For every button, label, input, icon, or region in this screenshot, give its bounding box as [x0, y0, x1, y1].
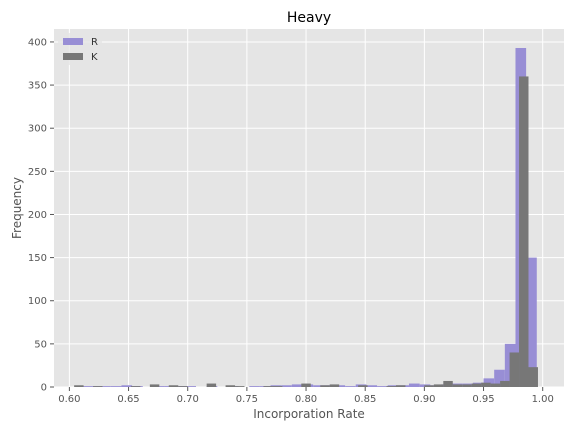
bar-k — [452, 384, 463, 387]
bar-k — [386, 386, 396, 387]
bar-k — [395, 385, 406, 387]
legend: R K — [58, 33, 102, 65]
y-tick-label: 300 — [28, 124, 47, 135]
x-tick-label: 0.60 — [58, 394, 80, 405]
y-tick-label: 400 — [28, 37, 47, 48]
bar-k — [320, 385, 330, 387]
y-tick-label: 250 — [28, 167, 47, 178]
bar-k — [168, 385, 179, 387]
x-tick-label: 1.00 — [532, 394, 554, 405]
bar-k — [481, 382, 491, 387]
bar-r — [291, 384, 303, 387]
bar-r — [281, 385, 292, 387]
bar-r — [387, 385, 399, 387]
bar-r — [345, 386, 356, 387]
bar-r — [494, 369, 505, 387]
x-tick-label: 0.75 — [236, 394, 258, 405]
bar-r — [185, 386, 196, 387]
y-tick-label: 100 — [28, 296, 47, 307]
x-tick-label: 0.95 — [472, 394, 494, 405]
bar-k — [509, 352, 520, 387]
legend-label-k: K — [91, 52, 98, 63]
bar-k — [206, 383, 217, 387]
legend-swatch-k — [63, 53, 83, 60]
y-tick-label: 50 — [34, 339, 47, 350]
x-axis-ticks: 0.60 0.65 0.70 0.75 0.80 0.85 0.90 0.95 1.00 — [58, 387, 554, 405]
bar-k — [500, 380, 510, 387]
bar-r — [526, 257, 537, 387]
y-tick-label: 200 — [28, 210, 47, 221]
bar-r — [78, 386, 90, 387]
y-tick-label: 150 — [28, 253, 47, 264]
bar-r — [408, 383, 420, 387]
bar-k — [443, 380, 453, 387]
bar-k — [358, 385, 368, 387]
bar-r — [313, 385, 324, 387]
bar-k — [329, 384, 340, 387]
legend-swatch-r — [63, 38, 83, 45]
bar-r — [366, 385, 378, 387]
x-tick-label: 0.65 — [117, 394, 139, 405]
bar-r — [249, 386, 260, 387]
x-tick-label: 0.80 — [295, 394, 317, 405]
plot-background — [54, 29, 564, 387]
x-axis-label: Incorporation Rate — [253, 407, 365, 421]
bar-r — [334, 385, 346, 387]
bar-k — [272, 386, 283, 387]
bar-r — [377, 386, 388, 387]
bar-k — [235, 386, 245, 387]
chart-title: Heavy — [287, 10, 331, 26]
bar-k — [490, 383, 501, 387]
bar-k — [149, 384, 160, 387]
bar-k — [93, 386, 103, 387]
bar-r — [270, 385, 282, 387]
histogram-bars — [74, 47, 538, 387]
x-tick-label: 0.85 — [354, 394, 376, 405]
y-axis-ticks: 0 50 100 150 200 250 300 350 400 — [28, 37, 54, 394]
bar-k — [74, 385, 84, 387]
x-tick-label: 0.90 — [413, 394, 435, 405]
bar-k — [178, 386, 188, 387]
bar-r — [110, 386, 122, 387]
y-tick-label: 0 — [41, 383, 47, 394]
bar-r — [121, 385, 133, 387]
bar-k — [462, 384, 472, 387]
bar-r — [483, 378, 495, 387]
legend-label-r: R — [91, 37, 98, 48]
bar-k — [301, 383, 311, 387]
bar-k — [225, 385, 236, 387]
bar-k — [471, 383, 482, 387]
bar-k — [528, 367, 538, 387]
bar-r — [100, 386, 111, 387]
bar-k — [424, 385, 434, 387]
bar-k — [519, 76, 529, 387]
bar-k — [130, 386, 141, 387]
grid-lines — [54, 29, 564, 388]
y-tick-label: 350 — [28, 81, 47, 92]
bar-k — [263, 386, 273, 387]
y-axis-label: Frequency — [10, 177, 24, 239]
bar-k — [433, 384, 444, 387]
x-tick-label: 0.70 — [177, 394, 199, 405]
